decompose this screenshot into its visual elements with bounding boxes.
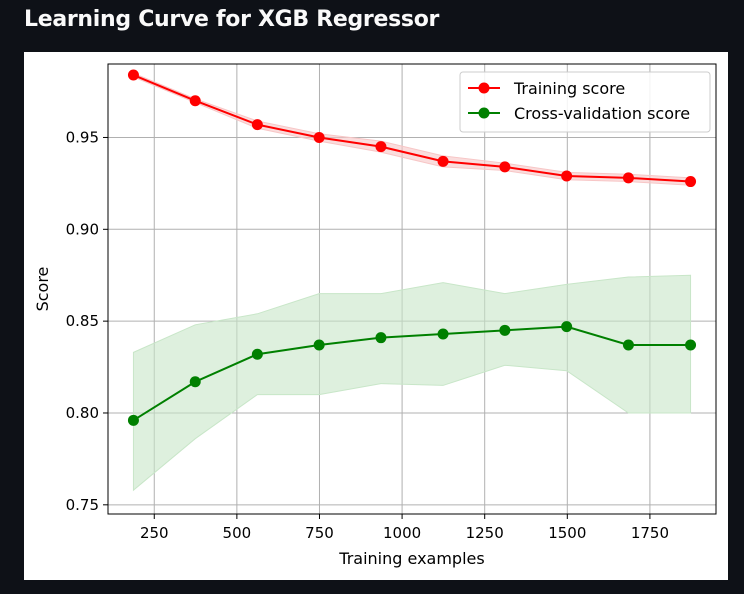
legend: Training score Cross-validation score (459, 71, 711, 133)
y-tick-label: 0.90 (66, 220, 99, 238)
y-tick-label: 0.95 (66, 128, 99, 146)
data-point (437, 328, 449, 340)
x-tick-label: 1750 (631, 524, 669, 542)
series-line-1 (132, 325, 691, 422)
data-point (127, 69, 139, 81)
data-point (127, 414, 139, 426)
x-tick-label: 750 (305, 524, 334, 542)
data-point (251, 348, 263, 360)
legend-swatch-marker (478, 82, 490, 94)
data-point (622, 172, 634, 184)
data-point (375, 141, 387, 153)
data-point (499, 324, 511, 336)
confidence-bands (132, 72, 692, 492)
data-point (189, 376, 201, 388)
chart-figure: 250 500 750 1000 1250 1500 1750 0.75 0.80 0.85 0.… (24, 52, 728, 580)
legend-swatch-marker (478, 107, 490, 119)
legend-label: Training score (513, 79, 625, 98)
data-point (375, 332, 387, 344)
y-tick-label: 0.75 (66, 496, 99, 514)
data-point (561, 170, 573, 182)
x-axis-ticks: 250 500 750 1000 1250 1500 1750 (140, 514, 669, 542)
data-point (189, 95, 201, 107)
data-point (499, 161, 511, 173)
y-axis-ticks: 0.75 0.80 0.85 0.90 0.95 (66, 128, 108, 514)
legend-label: Cross-validation score (514, 104, 690, 123)
data-point (251, 119, 263, 131)
x-tick-label: 1500 (548, 524, 586, 542)
legend-box (459, 71, 711, 133)
y-tick-label: 0.85 (66, 312, 99, 330)
data-point (437, 155, 449, 167)
y-tick-label: 0.80 (66, 404, 99, 422)
data-point (622, 339, 634, 351)
data-point (313, 131, 325, 143)
series-lines (132, 74, 691, 422)
x-tick-label: 1000 (383, 524, 421, 542)
x-axis-label: Training examples (338, 549, 484, 568)
plot-frame (107, 63, 717, 515)
data-point (685, 176, 697, 188)
y-axis-label: Score (33, 267, 52, 312)
x-tick-label: 500 (223, 524, 252, 542)
page-title: Learning Curve for XGB Regressor (24, 7, 440, 32)
data-point (685, 339, 697, 351)
confidence-band-1 (132, 274, 692, 492)
data-point (313, 339, 325, 351)
data-point (561, 321, 573, 333)
x-tick-label: 250 (140, 524, 169, 542)
learning-curve-chart: 250 500 750 1000 1250 1500 1750 0.750.800.850.… (33, 63, 717, 568)
series-points (127, 69, 697, 426)
series-line-0 (133, 74, 691, 183)
x-tick-label: 1250 (466, 524, 504, 542)
